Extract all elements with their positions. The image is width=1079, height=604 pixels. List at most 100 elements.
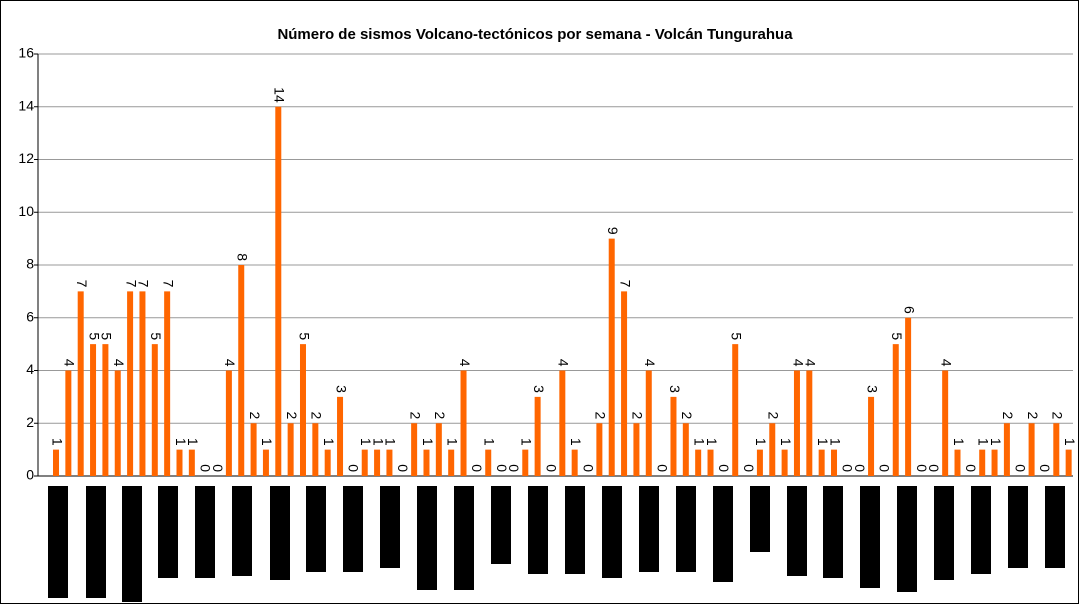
- bar: [151, 344, 158, 476]
- value-label: 4: [62, 359, 78, 367]
- bar: [411, 423, 418, 476]
- bar: [275, 106, 282, 476]
- redaction: [602, 486, 622, 578]
- value-label: 5: [889, 332, 905, 340]
- value-label: 4: [803, 359, 819, 367]
- value-label: 0: [654, 464, 670, 472]
- value-label: 0: [852, 464, 868, 472]
- value-label: 1: [49, 438, 65, 446]
- value-label: 1: [951, 438, 967, 446]
- bar: [905, 317, 912, 476]
- value-label: 0: [346, 464, 362, 472]
- redaction: [528, 486, 548, 574]
- redaction: [860, 486, 880, 588]
- value-label: 7: [160, 280, 176, 288]
- redaction: [1045, 486, 1065, 568]
- value-label: 1: [976, 438, 992, 446]
- bar: [90, 344, 97, 476]
- value-label: 3: [333, 385, 349, 393]
- value-label: 0: [963, 464, 979, 472]
- value-label: 2: [309, 411, 325, 419]
- value-label: 14: [272, 87, 288, 103]
- bar: [707, 449, 714, 476]
- value-label: 7: [123, 280, 139, 288]
- bar: [448, 449, 455, 476]
- redacted-labels: [48, 486, 1065, 602]
- redaction: [158, 486, 178, 578]
- bar: [139, 291, 146, 476]
- bar: [102, 344, 109, 476]
- value-label: 4: [790, 359, 806, 367]
- value-label: 0: [741, 464, 757, 472]
- value-label: 0: [210, 464, 226, 472]
- value-label: 2: [1050, 411, 1066, 419]
- bar: [127, 291, 134, 476]
- y-tick-label: 2: [26, 414, 34, 430]
- value-label: 0: [494, 464, 510, 472]
- value-label: 0: [877, 464, 893, 472]
- value-label: 1: [185, 438, 201, 446]
- bar: [571, 449, 578, 476]
- value-label: 8: [235, 253, 251, 261]
- redaction: [713, 486, 733, 582]
- bar: [176, 449, 183, 476]
- value-label: 1: [383, 438, 399, 446]
- value-label: 1: [444, 438, 460, 446]
- redaction: [787, 486, 807, 576]
- value-label: 1: [778, 438, 794, 446]
- redaction: [971, 486, 991, 574]
- bar: [65, 370, 72, 476]
- value-label: 0: [197, 464, 213, 472]
- value-label: 4: [111, 359, 127, 367]
- bar: [53, 449, 59, 476]
- value-label: 4: [556, 359, 572, 367]
- value-label: 1: [704, 438, 720, 446]
- value-label: 4: [642, 359, 658, 367]
- bar: [793, 370, 800, 476]
- bar: [262, 449, 269, 476]
- y-tick-label: 10: [18, 203, 34, 219]
- bar: [991, 449, 998, 476]
- value-label: 0: [395, 464, 411, 472]
- value-label: 4: [938, 359, 954, 367]
- value-label: 4: [457, 359, 473, 367]
- value-label: 1: [519, 438, 535, 446]
- redaction: [565, 486, 585, 574]
- redaction: [122, 486, 142, 602]
- bar: [435, 423, 442, 476]
- value-label: 2: [284, 411, 300, 419]
- bar: [559, 370, 566, 476]
- redaction: [491, 486, 511, 564]
- value-label: 7: [74, 280, 90, 288]
- value-label: 0: [469, 464, 485, 472]
- y-tick-label: 16: [18, 45, 34, 61]
- bar: [164, 291, 171, 476]
- bar: [682, 423, 689, 476]
- bar: [756, 449, 763, 476]
- value-label: 1: [370, 438, 386, 446]
- bar: [633, 423, 640, 476]
- value-label: 7: [617, 280, 633, 288]
- redaction: [48, 486, 68, 598]
- redaction: [823, 486, 843, 578]
- redaction: [232, 486, 252, 576]
- bar: [1003, 423, 1010, 476]
- value-label: 1: [1062, 438, 1078, 446]
- value-label: 2: [1025, 411, 1041, 419]
- value-label: 0: [1013, 464, 1029, 472]
- value-label: 9: [605, 227, 621, 235]
- redaction: [380, 486, 400, 568]
- bar: [361, 449, 368, 476]
- bar: [522, 449, 529, 476]
- bar: [287, 423, 294, 476]
- redaction: [343, 486, 363, 572]
- bar: [188, 449, 195, 476]
- value-label: 1: [358, 438, 374, 446]
- bar: [423, 449, 430, 476]
- bar: [485, 449, 492, 476]
- redaction: [454, 486, 474, 590]
- value-label: 2: [1000, 411, 1016, 419]
- redaction: [750, 486, 770, 552]
- value-label: 2: [766, 411, 782, 419]
